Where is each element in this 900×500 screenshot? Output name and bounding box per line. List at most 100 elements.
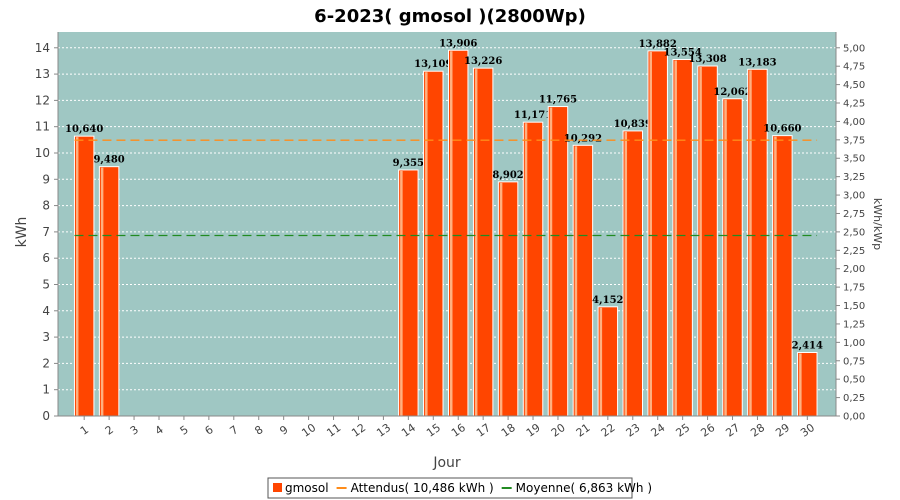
bar-highlight xyxy=(449,51,453,417)
y2-tick-label: 2,25 xyxy=(843,246,865,257)
y2-tick-label: 4,50 xyxy=(843,80,865,91)
x-tick-label: 27 xyxy=(723,421,742,440)
x-tick-label: 19 xyxy=(524,421,543,440)
y2-tick-label: 1,50 xyxy=(843,301,865,312)
y-tick-label: 13 xyxy=(35,67,50,81)
bar-highlight xyxy=(425,72,428,417)
data-label: 13,554 xyxy=(664,48,702,59)
y2-tick-label: 4,75 xyxy=(843,62,865,73)
y-tick-label: 9 xyxy=(42,172,50,186)
y2-tick-label: 5,00 xyxy=(843,43,865,54)
x-tick-label: 29 xyxy=(773,421,792,440)
x-tick-label: 5 xyxy=(178,423,191,438)
x-tick-label: 3 xyxy=(128,423,141,438)
data-label: 13,226 xyxy=(464,56,502,67)
y-tick-label: 11 xyxy=(35,120,50,134)
x-tick-label: 12 xyxy=(349,421,368,440)
data-label: 13,308 xyxy=(688,54,726,65)
legend-item-label: Moyenne( 6,863 kWh ) xyxy=(516,481,652,495)
y2-tick-label: 2,50 xyxy=(843,227,865,238)
legend-item-label: Attendus( 10,486 kWh ) xyxy=(351,481,494,495)
bar-highlight xyxy=(774,136,777,417)
bar-highlight xyxy=(549,107,553,416)
y-tick-label: 3 xyxy=(42,330,50,344)
x-tick-label: 30 xyxy=(798,421,817,440)
y-tick-label: 5 xyxy=(42,277,50,291)
data-label: 11,171 xyxy=(514,110,552,121)
data-label: 11,765 xyxy=(539,95,577,106)
bar-highlight xyxy=(474,69,478,416)
data-label: 4,152 xyxy=(592,295,623,306)
x-tick-label: 1 xyxy=(78,423,91,438)
x-tick-label: 17 xyxy=(474,421,493,440)
y-tick-label: 8 xyxy=(42,199,50,213)
data-label: 10,839 xyxy=(614,119,652,130)
y2-tick-label: 4,00 xyxy=(843,117,865,128)
x-tick-label: 14 xyxy=(399,421,418,440)
x-tick-label: 15 xyxy=(424,421,443,440)
x-tick-label: 24 xyxy=(649,421,668,440)
y2-tick-label: 2,75 xyxy=(843,209,865,220)
y2-tick-label: 0,50 xyxy=(843,375,865,386)
x-tick-label: 22 xyxy=(599,421,618,440)
y2-tick-label: 0,00 xyxy=(843,412,865,423)
x-tick-label: 7 xyxy=(227,423,240,438)
y-tick-label: 6 xyxy=(42,251,50,265)
bar-highlight xyxy=(599,307,603,416)
data-label: 2,414 xyxy=(792,341,823,352)
y-axis-label: kWh xyxy=(14,217,30,248)
y2-tick-label: 3,00 xyxy=(843,191,865,202)
bar-highlight xyxy=(574,146,578,416)
x-tick-label: 25 xyxy=(673,421,692,440)
y-tick-label: 2 xyxy=(42,356,50,370)
y2-tick-label: 3,25 xyxy=(843,172,865,183)
bar-highlight xyxy=(100,167,104,416)
x-tick-label: 6 xyxy=(203,423,216,438)
data-label: 13,882 xyxy=(639,39,677,50)
bar-highlight xyxy=(400,170,403,416)
data-label: 8,902 xyxy=(492,170,523,181)
y-tick-label: 0 xyxy=(42,409,50,423)
x-tick-label: 13 xyxy=(374,421,393,440)
bar-highlight xyxy=(799,353,802,416)
y2-tick-label: 1,75 xyxy=(843,283,865,294)
bar-highlight xyxy=(75,137,79,416)
y2-tick-label: 0,75 xyxy=(843,356,865,367)
x-tick-label: 2 xyxy=(103,423,116,438)
y-tick-label: 10 xyxy=(35,146,50,160)
x-tick-label: 4 xyxy=(153,423,166,438)
y2-tick-label: 4,25 xyxy=(843,99,865,110)
y2-axis-label: kWh/kWp xyxy=(871,198,884,250)
legend-item-label: gmosol xyxy=(285,481,329,495)
bar-highlight xyxy=(499,182,503,416)
x-tick-label: 9 xyxy=(277,423,290,438)
y-tick-label: 4 xyxy=(42,304,50,318)
y2-tick-label: 0,25 xyxy=(843,393,865,404)
y2-tick-label: 3,50 xyxy=(843,154,865,165)
data-label: 10,640 xyxy=(65,124,103,135)
data-label: 13,109 xyxy=(414,59,452,70)
data-label: 13,906 xyxy=(439,38,477,49)
x-tick-label: 16 xyxy=(449,421,468,440)
y2-tick-label: 1,25 xyxy=(843,319,865,330)
bar-highlight xyxy=(674,60,677,417)
x-axis-label: Jour xyxy=(432,455,461,471)
y2-tick-label: 2,00 xyxy=(843,264,865,275)
plot-area: 012345678910111213140,000,250,500,751,00… xyxy=(35,32,865,440)
bar-highlight xyxy=(724,99,727,417)
data-label: 10,292 xyxy=(564,133,602,144)
data-label: 9,355 xyxy=(393,158,424,169)
data-label: 13,183 xyxy=(738,57,776,68)
y2-tick-label: 1,00 xyxy=(843,338,865,349)
x-tick-label: 20 xyxy=(549,421,568,440)
y-tick-label: 14 xyxy=(35,41,50,55)
y-tick-label: 7 xyxy=(42,225,50,239)
bar-highlight xyxy=(524,123,528,416)
data-label: 9,480 xyxy=(93,155,124,166)
x-tick-label: 23 xyxy=(624,421,643,440)
y-tick-label: 12 xyxy=(35,93,50,107)
bar-highlight xyxy=(624,131,628,417)
bar-highlight xyxy=(749,70,752,416)
bar-highlight xyxy=(649,51,652,416)
y-tick-label: 1 xyxy=(42,383,50,397)
